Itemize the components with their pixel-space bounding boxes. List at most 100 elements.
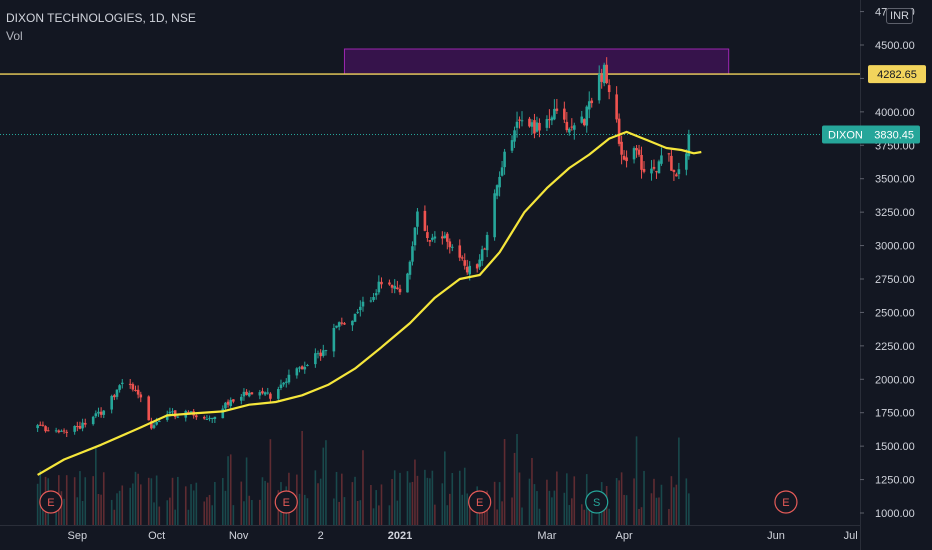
candle-body — [485, 234, 489, 251]
volume-bar — [370, 484, 372, 525]
symbol-title: DIXON TECHNOLOGIES, 1D, NSE — [6, 11, 196, 25]
candle-body — [359, 306, 362, 311]
volume-bar — [84, 477, 87, 525]
candle-body — [460, 257, 464, 259]
price-tick-label: 2000.00 — [875, 374, 915, 386]
candle-body — [655, 171, 658, 173]
candle-body — [232, 399, 235, 402]
candle-body — [587, 101, 591, 110]
candle-body — [450, 246, 454, 248]
candle-body — [356, 311, 359, 313]
volume-bar — [110, 499, 113, 525]
candle-body — [41, 424, 45, 426]
candle-body — [306, 364, 309, 366]
candle-body — [640, 154, 643, 170]
volume-bar — [375, 490, 377, 525]
candle-body — [247, 392, 251, 397]
volume-bar — [424, 469, 426, 525]
volume-bar — [449, 493, 451, 525]
volume-bar — [208, 494, 211, 525]
volume-bar — [511, 497, 513, 525]
price-tick-label: 1500.00 — [875, 441, 915, 453]
candle-body — [54, 430, 58, 432]
volume-bar — [76, 497, 79, 525]
volume-bar — [338, 501, 340, 525]
volume-bar — [501, 501, 503, 525]
candle-body — [131, 384, 135, 390]
volume-bar — [391, 478, 393, 525]
candle-body — [635, 148, 638, 151]
volume-bar — [221, 477, 224, 525]
candle-body — [102, 410, 106, 415]
volume-bar — [521, 507, 523, 525]
candle-body — [413, 227, 417, 246]
resistance-price-tag — [868, 65, 926, 84]
volume-bar — [546, 479, 548, 525]
volume-bar — [414, 459, 416, 525]
volume-bar — [429, 478, 431, 525]
candle-body — [351, 320, 354, 326]
candle-body — [321, 350, 325, 356]
volume-bar — [678, 437, 680, 525]
volume-bar — [243, 501, 245, 525]
candle-body — [46, 430, 50, 432]
volume-bar — [269, 439, 272, 525]
candle-body — [615, 94, 618, 120]
volume-bar — [396, 500, 399, 525]
candle-body — [573, 125, 576, 130]
volume-bar — [102, 472, 105, 525]
event-marker-label: S — [593, 497, 600, 509]
event-marker-label: E — [782, 497, 789, 509]
candle-body — [173, 410, 177, 417]
moving-average-line — [37, 130, 702, 476]
earnings-event-marker — [468, 490, 492, 514]
candle-body — [263, 392, 267, 395]
volume-indicator-label[interactable]: Vol — [6, 29, 23, 43]
candle-body — [210, 417, 214, 419]
candle-body — [580, 116, 584, 123]
volume-bar — [116, 493, 118, 525]
candle-body — [226, 401, 230, 405]
candle-body — [171, 411, 174, 413]
candle-body — [503, 151, 506, 168]
time-tick-label: Jun — [767, 530, 785, 542]
candle-body — [266, 392, 270, 394]
candle-body — [353, 313, 357, 322]
candle-body — [483, 248, 486, 250]
candle-body — [168, 411, 172, 414]
volume-bar — [393, 470, 396, 525]
price-tick-label: 1750.00 — [875, 408, 915, 420]
price-tick-label: 3000.00 — [875, 241, 915, 253]
price-tick-label: 4500.00 — [875, 40, 915, 52]
event-marker-label: E — [476, 497, 483, 509]
volume-bar — [264, 480, 266, 525]
volume-bar — [533, 484, 536, 525]
candle-body — [258, 392, 262, 396]
volume-bar — [675, 484, 678, 525]
volume-bar — [362, 450, 364, 525]
candle-body — [332, 327, 336, 352]
volume-bar — [618, 480, 620, 525]
volume-bar — [481, 506, 483, 525]
volume-bar — [568, 505, 571, 525]
candle-body — [158, 421, 161, 423]
candle-body — [632, 148, 636, 160]
candle-body — [139, 394, 143, 398]
time-tick-label: Apr — [616, 530, 633, 542]
volume-bar — [139, 484, 142, 525]
volume-bar — [55, 500, 57, 525]
volume-bar — [240, 481, 243, 525]
volume-bar — [298, 493, 301, 525]
candle-body — [91, 416, 95, 425]
candle-body — [672, 169, 676, 173]
candle-body — [563, 108, 566, 120]
candle-body — [568, 128, 571, 133]
volume-bar — [177, 476, 179, 525]
candle-body — [545, 119, 549, 128]
volume-bar — [245, 457, 248, 525]
volume-bar — [583, 509, 586, 525]
volume-bar — [670, 476, 673, 525]
candle-body — [463, 260, 467, 266]
volume-bar — [590, 501, 593, 525]
